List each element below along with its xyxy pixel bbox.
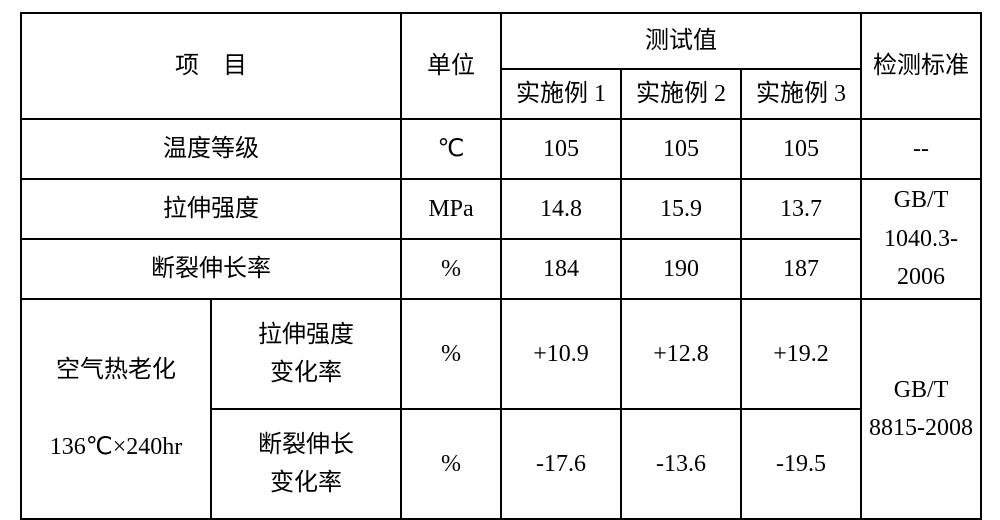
cell-value: +10.9 — [533, 341, 589, 367]
header-ex3: 实施例 3 — [741, 69, 861, 119]
table-row: 空气热老化 136℃×240hr 拉伸强度 变化率 % +10.9 +12.8 … — [21, 299, 981, 409]
cell-value: 190 — [663, 256, 699, 282]
cell-value: 184 — [543, 256, 579, 282]
cell-ex3: -19.5 — [741, 409, 861, 519]
cell-ex3: 13.7 — [741, 179, 861, 239]
header-ex1: 实施例 1 — [501, 69, 621, 119]
cell-value: 15.9 — [660, 196, 702, 222]
table-header-row: 项 目 单位 测试值 检测标准 — [21, 13, 981, 69]
cell-standard-group: GB/T8815-2008 — [861, 299, 981, 519]
header-standard: 检测标准 — [861, 13, 981, 119]
header-unit: 单位 — [401, 13, 501, 119]
aging-label-line2: 136℃×240hr — [50, 434, 182, 460]
header-ex2-label: 实施例 2 — [636, 81, 726, 107]
cell-value: 105 — [543, 136, 579, 162]
cell-ex1: +10.9 — [501, 299, 621, 409]
header-test-values-label: 测试值 — [645, 28, 717, 54]
cell-ex3: +19.2 — [741, 299, 861, 409]
aging-sub1-line1: 拉伸强度 — [258, 322, 354, 348]
cell-ex1: 14.8 — [501, 179, 621, 239]
header-test-values: 测试值 — [501, 13, 861, 69]
header-item-label: 项 目 — [175, 53, 247, 79]
cell-ex1: 184 — [501, 239, 621, 299]
aging-label-line1: 空气热老化 — [56, 357, 176, 383]
cell-value: 105 — [783, 136, 819, 162]
properties-table: 项 目 单位 测试值 检测标准 实施例 1 实施例 2 实施例 3 温度等级 ℃… — [20, 12, 982, 520]
cell-ex2: -13.6 — [621, 409, 741, 519]
cell-item: 拉伸强度 — [21, 179, 401, 239]
cell-aging-label: 空气热老化 136℃×240hr — [21, 299, 211, 519]
cell-value: 13.7 — [780, 196, 822, 222]
cell-unit: % — [401, 409, 501, 519]
cell-unit-label: % — [441, 451, 461, 477]
cell-value: 187 — [783, 256, 819, 282]
cell-unit-label: % — [441, 256, 461, 282]
aging-sub1-line2: 变化率 — [270, 360, 342, 386]
cell-item: 断裂伸长率 — [21, 239, 401, 299]
cell-value: +12.8 — [653, 341, 709, 367]
cell-ex3: 187 — [741, 239, 861, 299]
cell-ex3: 105 — [741, 119, 861, 179]
cell-unit: ℃ — [401, 119, 501, 179]
cell-ex2: +12.8 — [621, 299, 741, 409]
cell-ex2: 15.9 — [621, 179, 741, 239]
cell-ex2: 105 — [621, 119, 741, 179]
cell-value: +19.2 — [773, 341, 829, 367]
cell-unit: % — [401, 299, 501, 409]
cell-value: -13.6 — [656, 451, 706, 477]
table-row: 拉伸强度 MPa 14.8 15.9 13.7 GB/T1040.3-2006 — [21, 179, 981, 239]
cell-item-label: 拉伸强度 — [163, 196, 259, 222]
cell-item-label: 断裂伸长率 — [151, 256, 271, 282]
table-row: 温度等级 ℃ 105 105 105 -- — [21, 119, 981, 179]
aging-sub2-line2: 变化率 — [270, 470, 342, 496]
header-ex3-label: 实施例 3 — [756, 81, 846, 107]
cell-unit-label: MPa — [428, 196, 473, 222]
cell-ex1: 105 — [501, 119, 621, 179]
header-ex2: 实施例 2 — [621, 69, 741, 119]
cell-ex2: 190 — [621, 239, 741, 299]
cell-unit: MPa — [401, 179, 501, 239]
cell-unit: % — [401, 239, 501, 299]
cell-value: -19.5 — [776, 451, 826, 477]
cell-unit-label: % — [441, 341, 461, 367]
header-ex1-label: 实施例 1 — [516, 81, 606, 107]
cell-unit-label: ℃ — [438, 136, 465, 162]
cell-standard-label: GB/T8815-2008 — [869, 377, 973, 441]
header-item: 项 目 — [21, 13, 401, 119]
table-row: 断裂伸长率 % 184 190 187 — [21, 239, 981, 299]
cell-value: 105 — [663, 136, 699, 162]
cell-value: -17.6 — [536, 451, 586, 477]
cell-item: 温度等级 — [21, 119, 401, 179]
cell-standard: -- — [861, 119, 981, 179]
aging-sub2-line1: 断裂伸长 — [258, 432, 354, 458]
header-standard-label: 检测标准 — [873, 53, 969, 79]
cell-standard-label: GB/T1040.3-2006 — [884, 187, 958, 290]
cell-aging-sub1: 拉伸强度 变化率 — [211, 299, 401, 409]
cell-aging-sub2: 断裂伸长 变化率 — [211, 409, 401, 519]
cell-standard-label: -- — [913, 136, 929, 162]
cell-item-label: 温度等级 — [163, 136, 259, 162]
header-unit-label: 单位 — [427, 53, 475, 79]
cell-value: 14.8 — [540, 196, 582, 222]
cell-standard-group: GB/T1040.3-2006 — [861, 179, 981, 299]
cell-ex1: -17.6 — [501, 409, 621, 519]
